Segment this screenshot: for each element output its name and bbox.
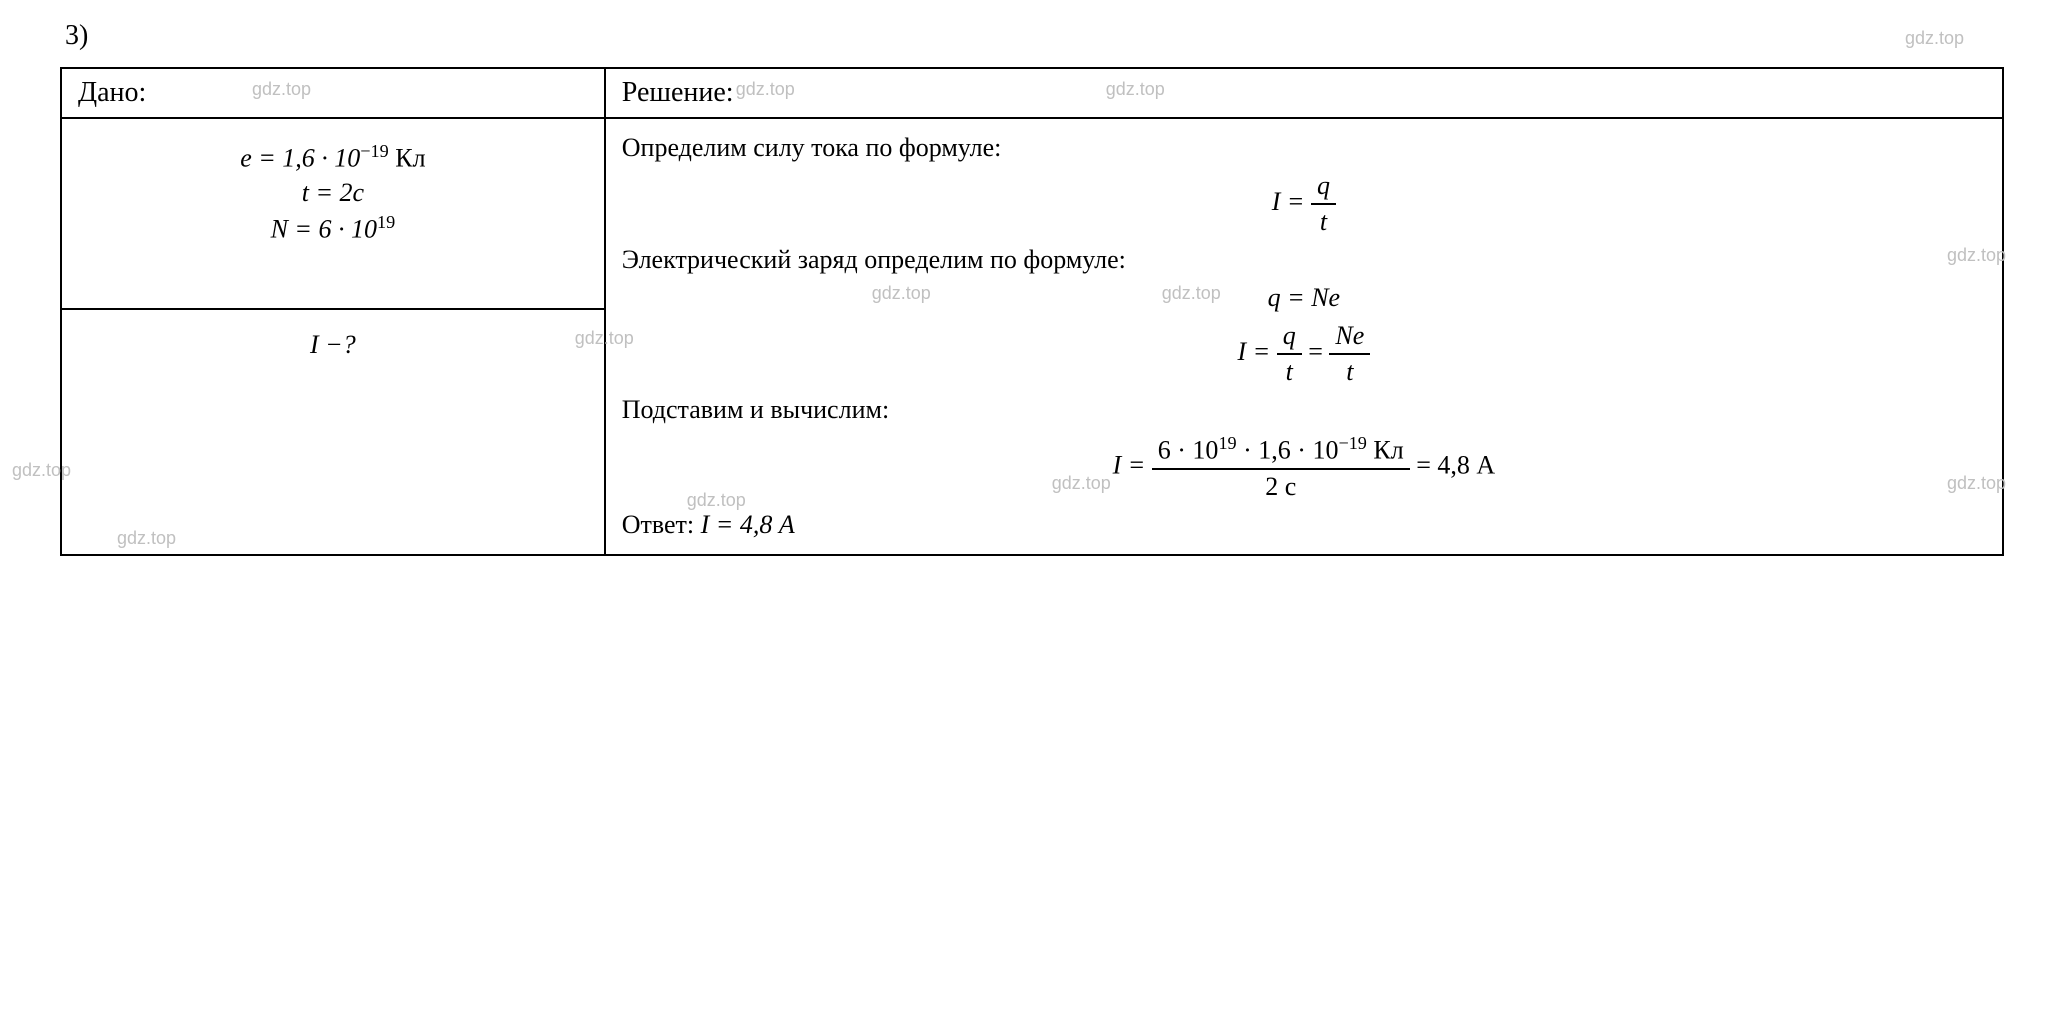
given-content: e = 1,6 · 10−19 Кл t = 2с N = 6 · 1019 — [78, 127, 588, 258]
watermark: gdz.top — [12, 460, 71, 481]
f3-num1: q — [1277, 321, 1302, 355]
formula-4: I = 6 · 1019 · 1,6 · 10−19 Кл 2 с = 4,8 … — [622, 433, 1986, 502]
given-t-value: t = 2с — [302, 178, 364, 207]
formula-2: q = Ne gdz.top gdz.top — [622, 283, 1986, 313]
f3-frac1: q t — [1277, 321, 1302, 387]
f4-num-p1: 6 · 10 — [1158, 436, 1219, 465]
f3-den1: t — [1277, 355, 1302, 387]
f1-num: q — [1311, 171, 1336, 205]
solution-content-cell: Определим силу тока по формуле: I = q t … — [605, 118, 2003, 555]
given-n-value: N = 6 · 10 — [271, 214, 377, 243]
f4-num-sup1: 19 — [1218, 433, 1236, 453]
f3-den2: t — [1329, 355, 1370, 387]
text2-content: Электрический заряд определим по формуле… — [622, 245, 1126, 274]
solution-label: Решение: — [622, 77, 734, 108]
f1-fraction: q t — [1311, 171, 1336, 237]
problem-number: 3) — [60, 20, 2004, 52]
f3-num2: Ne — [1329, 321, 1370, 355]
watermark: gdz.top — [252, 79, 311, 100]
formula-1: I = q t — [622, 171, 1986, 237]
solution-text-3: Подставим и вычислим: — [622, 395, 1986, 425]
question-text: I −? — [310, 330, 356, 359]
f4-num: 6 · 1019 · 1,6 · 10−19 Кл — [1152, 433, 1410, 470]
given-label: Дано: — [78, 77, 146, 108]
f2-content: q = Ne — [1268, 283, 1340, 312]
f4-num-p3: Кл — [1367, 436, 1404, 465]
watermark: gdz.top — [1947, 473, 2006, 494]
given-n-exp: 19 — [377, 212, 395, 232]
answer-label: Ответ: — [622, 510, 701, 539]
f3-frac2: Ne t — [1329, 321, 1370, 387]
f4-den: 2 с — [1152, 470, 1410, 502]
f4-num-sup2: −19 — [1338, 433, 1366, 453]
answer-line: Ответ: I = 4,8 А gdz.top — [622, 510, 1986, 540]
f3-left: I = — [1237, 337, 1276, 366]
given-e-unit: Кл — [389, 144, 426, 173]
watermark: gdz.top — [1052, 473, 1111, 494]
f1-den: t — [1311, 205, 1336, 237]
f4-left: I = — [1113, 450, 1152, 479]
page-container: 3) gdz.top Дано: gdz.top Решение: gdz.to… — [60, 20, 2004, 556]
f4-result: = 4,8 А — [1416, 450, 1495, 479]
question-cell: I −? gdz.top gdz.top gdz.top — [61, 309, 605, 555]
given-line-1: e = 1,6 · 10−19 Кл — [78, 141, 588, 174]
given-e-value: e = 1,6 · 10 — [240, 144, 360, 173]
solution-table: Дано: gdz.top Решение: gdz.top gdz.top e… — [60, 67, 2004, 556]
f4-num-p2: · 1,6 · 10 — [1237, 436, 1339, 465]
formula-3: I = q t = Ne t — [622, 321, 1986, 387]
given-line-3: N = 6 · 1019 — [78, 212, 588, 245]
f1-left: I = — [1272, 187, 1311, 216]
watermark: gdz.top — [1106, 79, 1165, 100]
f4-fraction: 6 · 1019 · 1,6 · 10−19 Кл 2 с — [1152, 433, 1410, 502]
given-header-cell: Дано: gdz.top — [61, 68, 605, 118]
solution-header-cell: Решение: gdz.top gdz.top — [605, 68, 2003, 118]
answer-value: I = 4,8 А — [701, 510, 795, 539]
f3-eq: = — [1308, 337, 1329, 366]
watermark: gdz.top — [1947, 245, 2006, 266]
given-e-exp: −19 — [360, 141, 388, 161]
watermark: gdz.top — [1162, 283, 1221, 304]
solution-text-1: Определим силу тока по формуле: — [622, 133, 1986, 163]
watermark: gdz.top — [872, 283, 931, 304]
watermark: gdz.top — [117, 528, 176, 549]
solution-text-2: Электрический заряд определим по формуле… — [622, 245, 1986, 275]
given-data-cell: e = 1,6 · 10−19 Кл t = 2с N = 6 · 1019 — [61, 118, 605, 309]
given-line-2: t = 2с — [78, 178, 588, 208]
watermark: gdz.top — [736, 79, 795, 100]
